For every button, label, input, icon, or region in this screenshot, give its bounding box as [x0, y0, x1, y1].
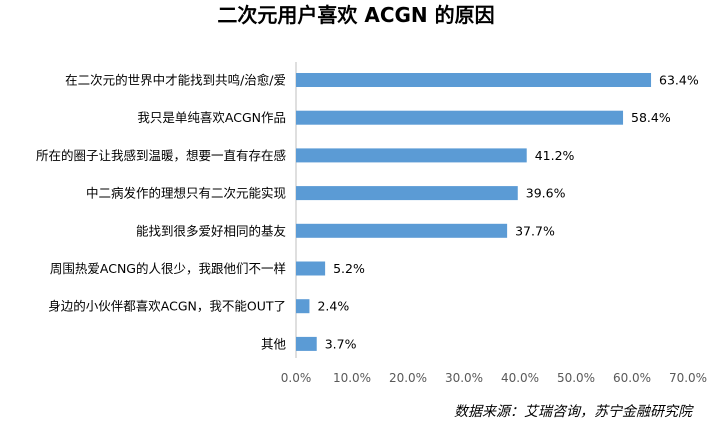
value-label: 58.4%: [631, 110, 671, 125]
category-label: 能找到很多爱好相同的基友: [136, 223, 286, 238]
x-tick-label: 40.0%: [501, 371, 539, 385]
category-label: 周围热爱ACNG的人很少，我跟他们不一样: [50, 261, 286, 276]
category-label: 我只是单纯喜欢ACGN作品: [137, 110, 286, 125]
value-label: 39.6%: [526, 186, 566, 201]
bar: [296, 336, 317, 351]
category-label: 其他: [261, 336, 287, 351]
x-tick-label: 0.0%: [281, 371, 312, 385]
x-tick-label: 70.0%: [669, 371, 707, 385]
bar: [296, 186, 518, 201]
value-label: 5.2%: [333, 261, 365, 276]
x-tick-label: 20.0%: [389, 371, 427, 385]
bar: [296, 299, 310, 314]
chart-title: 二次元用户喜欢 ACGN 的原因: [217, 3, 494, 27]
value-label: 2.4%: [317, 299, 349, 314]
value-label: 3.7%: [325, 336, 357, 351]
bar: [296, 261, 326, 276]
x-tick-label: 30.0%: [445, 371, 483, 385]
category-label: 在二次元的世界中才能找到共鸣/治愈/爱: [65, 73, 286, 88]
value-labels: 63.4% 58.4% 41.2% 39.6% 37.7% 5.2% 2.4% 3.7%: [317, 73, 698, 352]
bar: [296, 73, 652, 87]
value-label: 37.7%: [515, 223, 555, 238]
bar: [296, 223, 508, 238]
value-label: 63.4%: [659, 73, 699, 88]
category-labels: 在二次元的世界中才能找到共鸣/治愈/爱我只是单纯喜欢ACGN作品所在的圈子让我感…: [36, 73, 287, 352]
value-label: 41.2%: [535, 148, 575, 163]
x-tick-label: 60.0%: [613, 371, 651, 385]
x-tick-label: 50.0%: [557, 371, 595, 385]
bars-layer: [296, 73, 652, 351]
x-tick-label: 10.0%: [333, 371, 371, 385]
x-tick-labels: 0.0% 10.0% 20.0% 30.0% 40.0% 50.0% 60.0% 70.0%: [281, 371, 707, 385]
category-label: 身边的小伙伴都喜欢ACGN，我不能OUT了: [48, 299, 286, 314]
source-note: 数据来源：艾瑞咨询，苏宁金融研究院: [454, 404, 694, 420]
category-label: 所在的圈子让我感到温暖，想要一直有存在感: [36, 148, 286, 163]
bar: [296, 148, 527, 163]
category-label: 中二病发作的理想只有二次元能实现: [86, 186, 286, 201]
bar: [296, 110, 624, 125]
